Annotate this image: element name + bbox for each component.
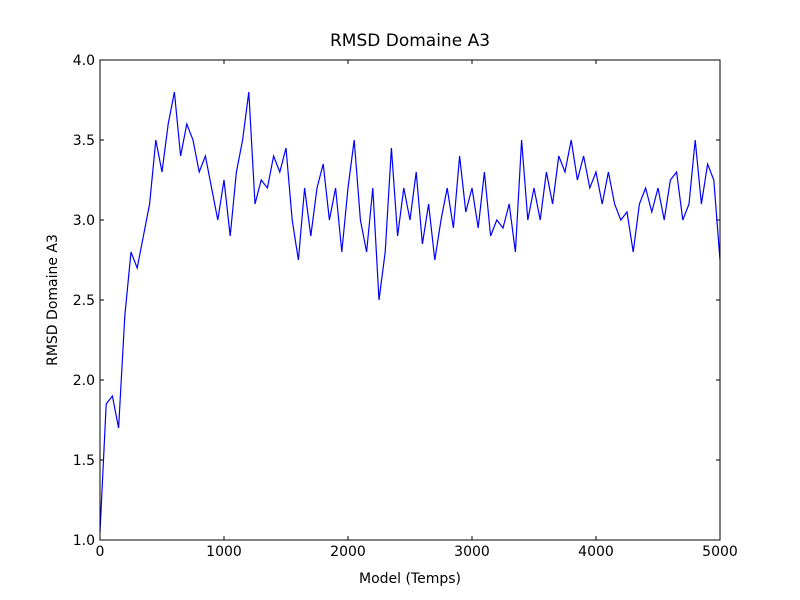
plot-frame bbox=[99, 59, 721, 541]
data-line bbox=[99, 91, 721, 533]
y-tick-label: 3.5 bbox=[73, 133, 95, 149]
y-tick-label: 2.0 bbox=[73, 373, 95, 389]
x-tick-label: 5000 bbox=[702, 544, 738, 560]
x-tick-label: 2000 bbox=[330, 544, 366, 560]
chart-title: RMSD Domaine A3 bbox=[330, 31, 490, 51]
y-tick-label: 2.5 bbox=[73, 293, 95, 309]
y-tick-label: 1.5 bbox=[73, 453, 95, 469]
x-tick-label: 1000 bbox=[206, 544, 242, 560]
x-tick-label: 0 bbox=[96, 544, 105, 560]
x-axis-label: Model (Temps) bbox=[359, 571, 461, 587]
y-axis-label: RMSD Domaine A3 bbox=[45, 234, 61, 366]
x-tick-label: 3000 bbox=[454, 544, 490, 560]
y-tick-label: 1.0 bbox=[73, 533, 95, 549]
y-tick-label: 4.0 bbox=[73, 53, 95, 69]
y-tick-label: 3.0 bbox=[73, 213, 95, 229]
x-tick-label: 4000 bbox=[578, 544, 614, 560]
